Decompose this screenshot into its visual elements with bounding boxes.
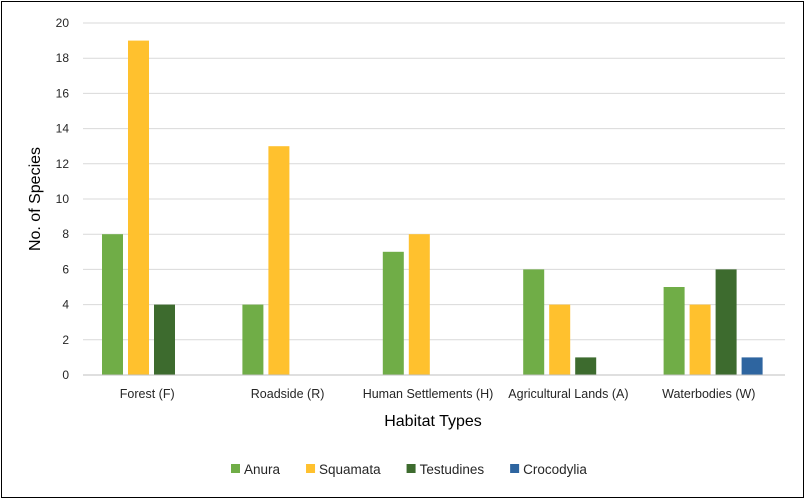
legend: Anura Squamata Testudines Crocodylia [231, 462, 587, 477]
y-tick-label: 14 [56, 122, 70, 136]
legend-label-squamata: Squamata [319, 462, 381, 477]
legend-swatch-squamata [306, 464, 316, 473]
bar-squamata-5 [689, 304, 711, 375]
x-axis-categories: Forest (F) Roadside (R) Human Settlements … [120, 387, 756, 401]
bar-squamata-2 [268, 146, 290, 375]
x-category-label: Agricultural Lands (A) [508, 387, 628, 401]
bar-anura-4 [523, 269, 545, 375]
x-axis-title: Habitat Types [384, 413, 482, 430]
legend-swatch-testudines [406, 464, 416, 473]
bar-anura-5 [663, 287, 685, 375]
bar-testudines-5 [715, 269, 737, 375]
bar-testudines-4 [575, 357, 597, 375]
y-axis-ticks: 0 2 4 6 8 10 12 14 16 18 20 [56, 16, 70, 382]
bar-testudines-1 [154, 304, 175, 375]
bar-anura-3 [382, 251, 404, 375]
y-tick-label: 0 [62, 368, 69, 382]
bars [102, 40, 763, 375]
y-tick-label: 2 [62, 333, 69, 347]
x-category-label: Roadside (R) [251, 387, 325, 401]
y-tick-label: 12 [56, 157, 70, 171]
x-category-label: Human Settlements (H) [363, 387, 494, 401]
legend-label-testudines: Testudines [420, 462, 485, 477]
bar-squamata-3 [408, 234, 430, 375]
bar-squamata-1 [128, 40, 149, 375]
y-tick-label: 8 [62, 227, 69, 241]
y-tick-label: 18 [56, 51, 70, 65]
y-tick-label: 10 [56, 192, 70, 206]
y-tick-label: 20 [56, 16, 70, 30]
legend-label-crocodylia: Crocodylia [523, 462, 587, 477]
y-tick-label: 16 [56, 86, 70, 100]
y-tick-label: 4 [62, 298, 69, 312]
y-tick-label: 6 [62, 262, 69, 276]
x-category-label: Forest (F) [120, 387, 175, 401]
bar-squamata-4 [549, 304, 571, 375]
bar-anura-1 [102, 234, 123, 375]
legend-swatch-anura [231, 464, 240, 473]
y-axis-title: No. of Species [27, 147, 44, 251]
legend-label-anura: Anura [244, 462, 281, 477]
legend-swatch-crocodylia [510, 464, 520, 473]
bar-crocodylia-5 [741, 357, 763, 375]
x-category-label: Waterbodies (W) [662, 387, 755, 401]
bar-anura-2 [242, 304, 264, 375]
